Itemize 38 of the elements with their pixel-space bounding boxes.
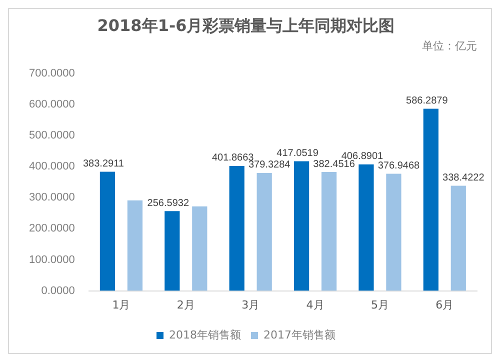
bar xyxy=(256,172,272,291)
bar xyxy=(358,164,374,291)
y-tick-label: 600.0000 xyxy=(28,98,75,110)
y-tick-label: 100.0000 xyxy=(28,254,75,266)
bar xyxy=(229,166,244,291)
data-label: 382.4516 xyxy=(313,158,356,170)
legend-label: 2017年销售额 xyxy=(264,328,336,342)
data-label: 383.2911 xyxy=(82,158,124,170)
bar xyxy=(127,200,143,291)
y-tick-label: 0.0000 xyxy=(41,284,75,297)
x-tick-label: 1月 xyxy=(112,298,130,312)
bar xyxy=(294,161,310,291)
x-tick-label: 4月 xyxy=(306,298,324,312)
x-tick-label: 2月 xyxy=(176,298,195,312)
y-tick-label: 200.0000 xyxy=(28,222,75,235)
y-tick-label: 700.0000 xyxy=(28,67,75,80)
y-tick-label: 300.0000 xyxy=(28,192,75,204)
bar xyxy=(386,174,402,291)
x-tick-label: 6月 xyxy=(436,298,454,312)
y-tick-label: 400.0000 xyxy=(28,160,75,173)
bar xyxy=(100,172,116,291)
data-label: 586.2879 xyxy=(406,95,448,106)
chart-subtitle: 单位：亿元 xyxy=(422,40,477,53)
chart-title: 2018年1-6月彩票销量与上年同期对比图 xyxy=(97,16,395,35)
y-tick-label: 500.0000 xyxy=(28,130,75,142)
bar xyxy=(164,211,180,291)
legend-label: 2018年销售额 xyxy=(169,328,242,342)
bar xyxy=(450,186,466,291)
bar xyxy=(321,172,337,291)
data-label: 376.9468 xyxy=(378,160,420,172)
x-tick-label: 5月 xyxy=(370,298,389,312)
data-label: 417.0519 xyxy=(276,148,319,160)
x-tick-label: 3月 xyxy=(242,298,260,312)
bar xyxy=(423,108,438,291)
data-label: 256.5932 xyxy=(147,198,190,209)
bar xyxy=(192,206,208,291)
data-label: 379.3284 xyxy=(248,160,291,171)
data-label: 338.4222 xyxy=(442,172,485,184)
